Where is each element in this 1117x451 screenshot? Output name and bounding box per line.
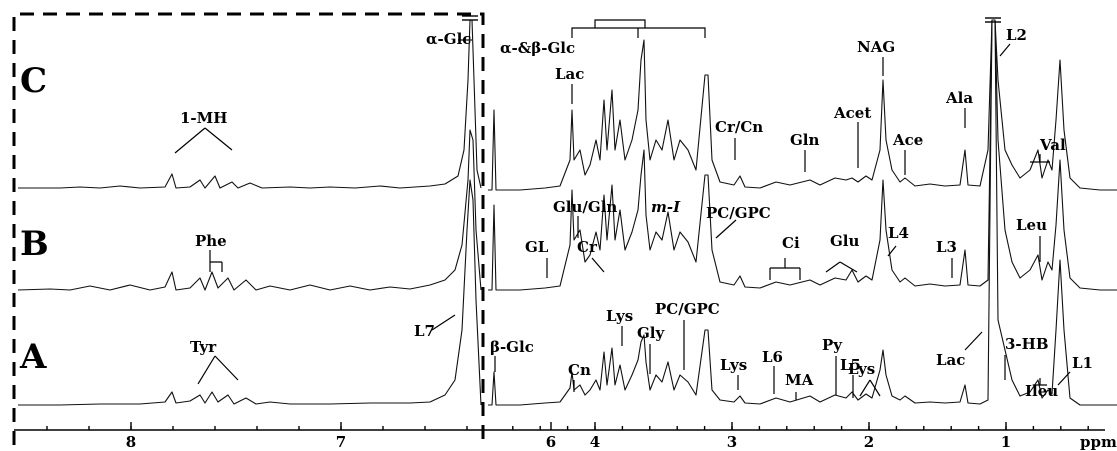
spectrum-trace-C-right bbox=[488, 19, 1117, 191]
x-axis-label: ppm bbox=[1080, 433, 1117, 451]
annotation-leader bbox=[825, 261, 858, 273]
peak-annotation: Val bbox=[1039, 136, 1066, 154]
peak-annotation: Ace bbox=[892, 131, 923, 149]
peak-annotation: NAG bbox=[857, 38, 895, 56]
annotation-leader bbox=[859, 379, 881, 397]
peak-annotation: Lac bbox=[555, 65, 584, 83]
peak-annotation: Lys bbox=[848, 360, 875, 378]
peak-annotation: Leu bbox=[1016, 216, 1047, 234]
spectrum-trace-B-left bbox=[17, 129, 482, 291]
peak-annotation: Tyr bbox=[190, 338, 217, 356]
annotation-leader bbox=[999, 43, 1011, 57]
peak-annotation: L4 bbox=[888, 224, 909, 242]
annotation-leader bbox=[197, 355, 239, 385]
peak-annotation: Ala bbox=[945, 89, 973, 107]
x-axis: 8 7 6 4 3 2 1 ppm bbox=[14, 422, 1117, 451]
peak-annotation: PC/GPC bbox=[655, 300, 720, 318]
peak-annotation: L3 bbox=[936, 238, 957, 256]
peak-annotation: Gln bbox=[790, 131, 820, 149]
peak-annotation: Phe bbox=[195, 232, 227, 250]
glc-bracket-top bbox=[594, 19, 646, 28]
peak-annotation: Lac bbox=[936, 351, 965, 369]
spectrum-traces bbox=[17, 19, 1117, 406]
peak-annotation: Cr/Cn bbox=[715, 118, 763, 136]
inset-dashed-frame bbox=[12, 12, 485, 445]
peak-annotation: Lys bbox=[720, 356, 747, 374]
annotation-leader bbox=[964, 331, 983, 351]
annotation-leader bbox=[1033, 378, 1047, 386]
peak-annotation: Lys bbox=[606, 307, 633, 325]
peak-annotation: Cn bbox=[568, 361, 591, 379]
x-tick-label-4: 4 bbox=[590, 433, 600, 451]
peak-annotation: Ileu bbox=[1025, 382, 1058, 400]
peak-annotation: Glu/Gln bbox=[553, 198, 617, 216]
peak-annotation: Cr bbox=[577, 238, 598, 256]
peak-annotation: 3-HB bbox=[1005, 335, 1049, 353]
x-tick-label-8: 8 bbox=[126, 433, 136, 451]
spectrum-trace-C-left bbox=[18, 19, 482, 189]
peak-annotation: Ci bbox=[782, 234, 800, 252]
peak-annotation: α-Glc bbox=[426, 30, 471, 48]
annotation-leader bbox=[715, 219, 737, 239]
truncated-peak-caps bbox=[462, 15, 1001, 23]
annotation-leader bbox=[1030, 154, 1050, 163]
annotation-leader bbox=[174, 127, 233, 154]
annotation-leader bbox=[769, 258, 801, 280]
spectrum-trace-B-right bbox=[488, 19, 1117, 291]
peak-annotation: L7 bbox=[414, 322, 435, 340]
annotation-leader bbox=[591, 257, 605, 273]
spectrum-label-A: A bbox=[19, 337, 47, 377]
spectrum-labels: C B A bbox=[19, 61, 49, 377]
peak-annotations: α-Glc 1-MH Phe Tyr L7 α-&β-Glc Lac Cr/Cn NAG Acet… bbox=[174, 26, 1093, 400]
peak-annotation: Glu bbox=[830, 232, 860, 250]
x-tick-label-7: 7 bbox=[336, 433, 346, 451]
spectrum-label-B: B bbox=[20, 224, 49, 264]
peak-annotation: 1-MH bbox=[180, 109, 227, 127]
peak-annotation: L1 bbox=[1072, 354, 1093, 372]
x-tick-label-6: 6 bbox=[546, 433, 556, 451]
x-tick-label-2: 2 bbox=[864, 433, 874, 451]
x-tick-label-3: 3 bbox=[727, 433, 737, 451]
peak-annotation: PC/GPC bbox=[706, 204, 771, 222]
annotation-leader bbox=[887, 245, 897, 257]
x-tick-label-1: 1 bbox=[1001, 433, 1011, 451]
spectrum-trace-A-right bbox=[488, 19, 1117, 406]
peak-annotation: L2 bbox=[1006, 26, 1027, 44]
peak-annotation: α-&β-Glc bbox=[500, 39, 575, 57]
annotation-leader bbox=[431, 314, 456, 331]
peak-annotation: Acet bbox=[833, 104, 871, 122]
peak-annotation: L5 bbox=[840, 356, 861, 374]
peak-annotation: GL bbox=[525, 238, 549, 256]
peak-annotation: Gly bbox=[637, 324, 666, 342]
spectrum-label-C: C bbox=[20, 61, 47, 101]
peak-annotation: m-I bbox=[651, 198, 681, 216]
annotation-leader bbox=[209, 250, 223, 272]
peak-annotation: β-Glc bbox=[490, 338, 534, 356]
annotation-leader bbox=[1057, 371, 1071, 386]
peak-annotation: MA bbox=[785, 371, 814, 389]
glc-bracket bbox=[571, 19, 706, 38]
spectrum-trace-A-left bbox=[18, 179, 482, 406]
peak-annotation: Py bbox=[822, 336, 843, 354]
peak-annotation: L6 bbox=[762, 348, 783, 366]
